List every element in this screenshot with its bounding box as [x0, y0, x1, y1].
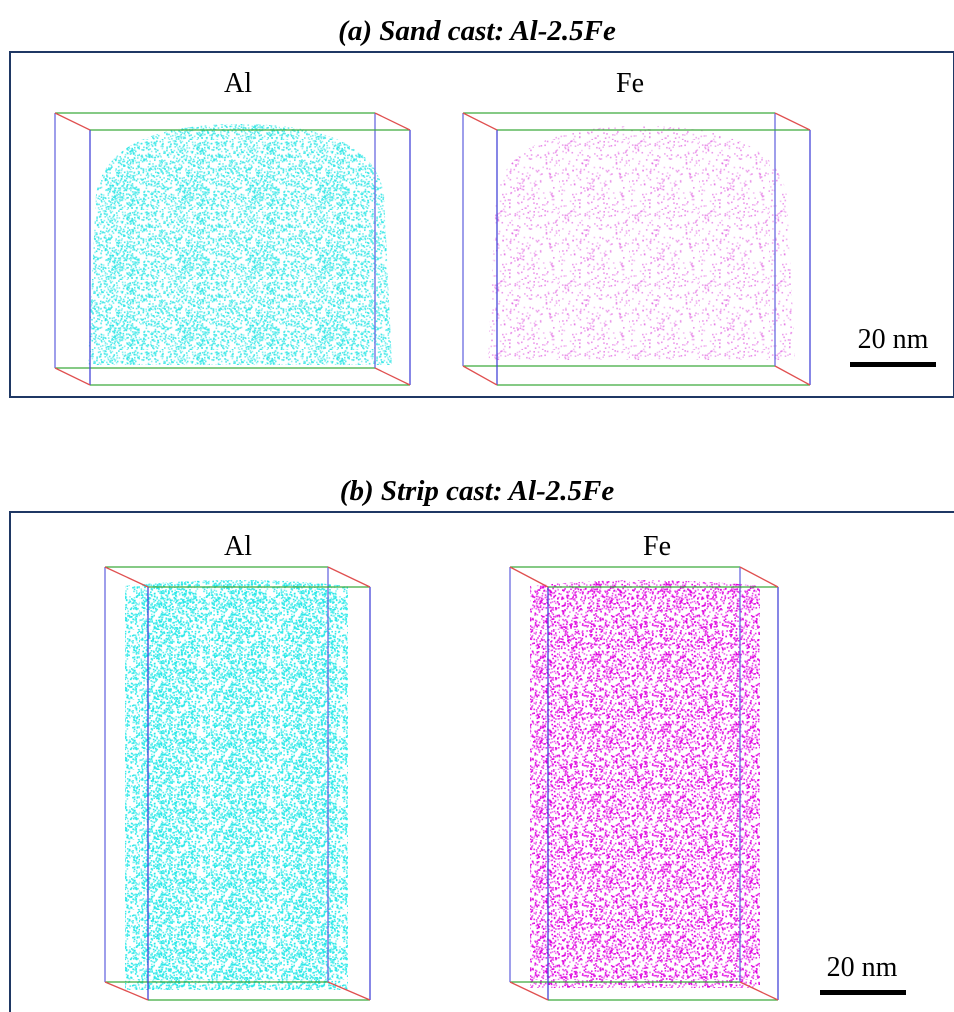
box-edge — [328, 982, 370, 1000]
box-edge — [328, 567, 370, 587]
box-edge — [55, 368, 90, 385]
scale-bar-label: 20 nm — [858, 324, 929, 355]
box-edge — [775, 113, 810, 130]
atom-map — [530, 580, 760, 988]
box-edge — [55, 113, 90, 130]
atom-map — [488, 126, 795, 360]
map-label: Fe — [616, 68, 644, 99]
box-edge — [740, 567, 778, 587]
scale-bar — [820, 990, 906, 995]
box-edge — [775, 366, 810, 385]
panel-title: (a) Sand cast: Al-2.5Fe — [338, 15, 616, 47]
box-edge — [375, 368, 410, 385]
map-label: Al — [224, 68, 252, 99]
box-edge — [105, 567, 148, 587]
atom-map — [125, 580, 348, 990]
map-label: Fe — [643, 531, 671, 562]
atom-map — [88, 124, 392, 365]
box-edge — [463, 113, 497, 130]
box-edge — [463, 366, 497, 385]
scale-bar-label: 20 nm — [827, 952, 898, 983]
box-edge — [510, 567, 548, 587]
maps — [55, 113, 810, 1000]
box-edge — [375, 113, 410, 130]
panel-title: (b) Strip cast: Al-2.5Fe — [340, 475, 615, 507]
figure: (a) Sand cast: Al-2.5Fe Al Fe 20 nm (b) … — [0, 0, 954, 1012]
scale-bar — [850, 362, 936, 367]
map-label: Al — [224, 531, 252, 562]
